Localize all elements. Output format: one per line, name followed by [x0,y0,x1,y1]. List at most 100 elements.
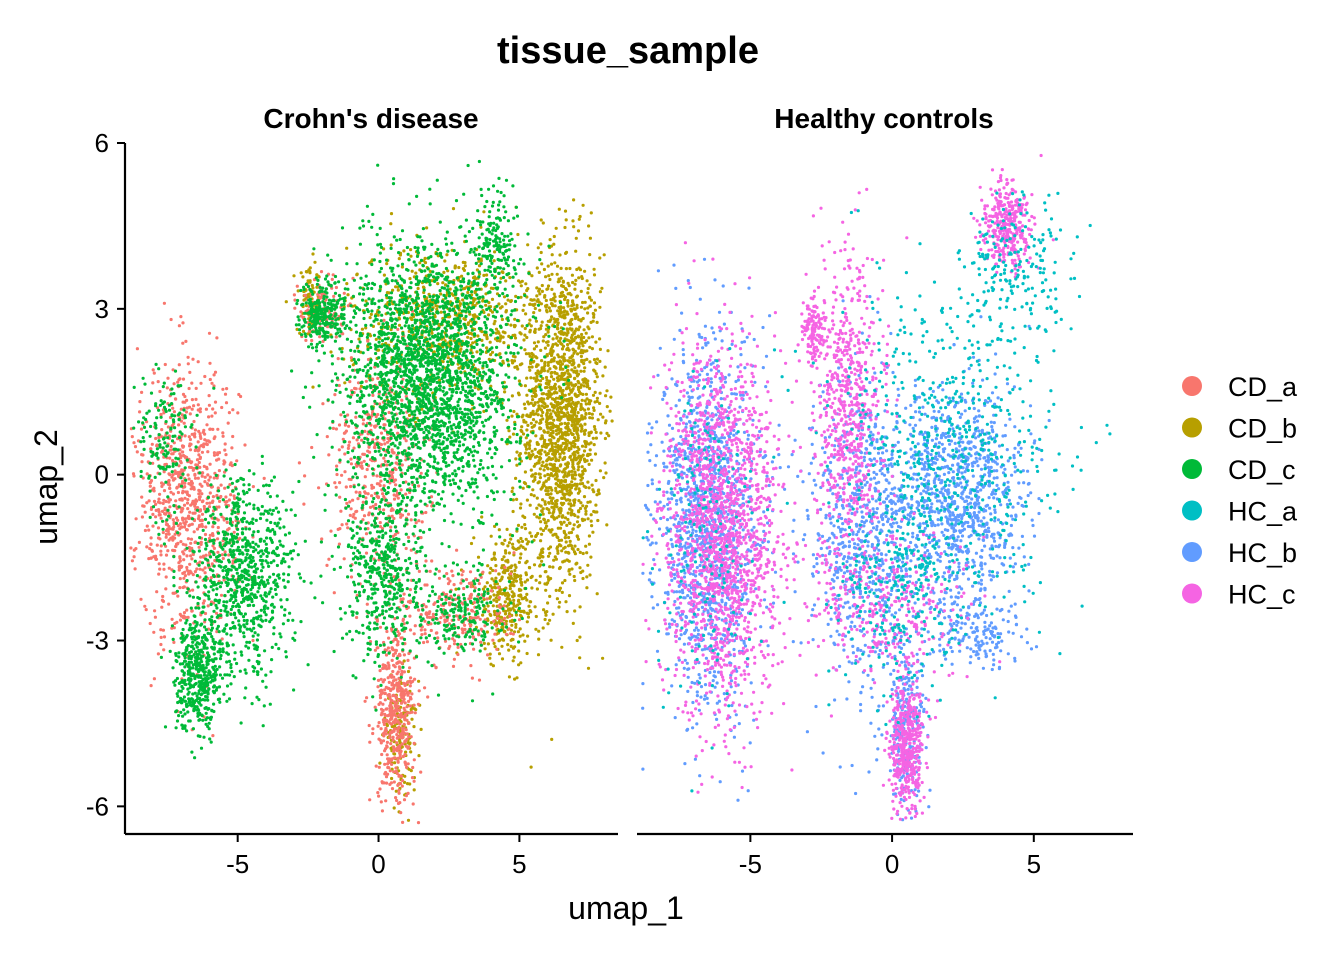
data-point [469,337,472,340]
data-point [346,293,349,296]
data-point [390,699,393,702]
data-point [343,557,346,560]
data-point [558,589,561,592]
data-point [310,446,313,449]
data-point [379,669,382,672]
data-point [343,470,346,473]
data-point [197,477,200,480]
data-point [402,249,405,252]
data-point [551,397,554,400]
data-point [378,762,381,765]
data-point [477,556,480,559]
data-point [553,235,556,238]
data-point [562,281,565,284]
data-point [577,487,580,490]
data-point [519,635,522,638]
data-point [155,558,158,561]
data-point [508,615,511,618]
data-point [177,423,180,426]
data-point [578,566,581,569]
data-point [529,329,532,332]
data-point [390,674,393,677]
data-point [469,624,472,627]
data-point [538,451,541,454]
data-point [398,257,401,260]
data-point [155,590,158,593]
data-point [565,387,568,390]
data-point [561,488,564,491]
data-point [577,276,580,279]
data-point [165,533,168,536]
data-point [435,632,438,635]
data-point [589,305,592,308]
data-point [338,496,341,499]
data-point [388,411,391,414]
data-point [554,467,557,470]
data-point [493,642,496,645]
data-point [404,688,407,691]
data-point [405,439,408,442]
data-point [395,494,398,497]
data-point [537,638,540,641]
data-point [545,463,548,466]
data-point [180,461,183,464]
data-point [550,371,553,374]
data-point [180,615,183,618]
data-point [519,296,522,299]
data-point [390,212,393,215]
data-point [576,295,579,298]
data-point [181,491,184,494]
data-point [389,722,392,725]
data-point [193,530,196,533]
data-point [192,486,195,489]
data-point [394,478,397,481]
data-point [568,560,571,563]
data-point [528,319,531,322]
data-point [561,470,564,473]
data-point [409,255,412,258]
chart-title: tissue_sample [497,30,759,72]
data-point [601,657,604,660]
data-point [569,455,572,458]
data-point [173,382,176,385]
data-point [504,594,507,597]
data-point [407,722,410,725]
data-point [569,323,572,326]
data-point [575,562,578,565]
data-point [209,428,212,431]
data-point [593,425,596,428]
point-cluster-cd-b [480,198,613,768]
data-point [382,719,385,722]
data-point [576,515,579,518]
data-point [380,753,383,756]
data-point [548,595,551,598]
data-point [570,513,573,516]
data-point [188,387,191,390]
data-point [442,271,445,274]
data-point [388,783,391,786]
data-point [495,624,498,627]
data-point [223,487,226,490]
data-point [567,429,570,432]
data-point [530,475,533,478]
data-point [561,514,564,517]
data-point [376,413,379,416]
data-point [451,574,454,577]
data-point [583,458,586,461]
data-point [563,226,566,229]
data-point [191,609,194,612]
data-point [566,382,569,385]
data-point [145,608,148,611]
data-point [408,666,411,669]
data-point [551,566,554,569]
data-point [423,628,426,631]
data-point [374,503,377,506]
data-point [397,789,400,792]
data-point [521,414,524,417]
data-point [528,444,531,447]
data-point [571,463,574,466]
data-point [574,487,577,490]
data-point [382,739,385,742]
data-point [560,390,563,393]
data-point [176,595,179,598]
